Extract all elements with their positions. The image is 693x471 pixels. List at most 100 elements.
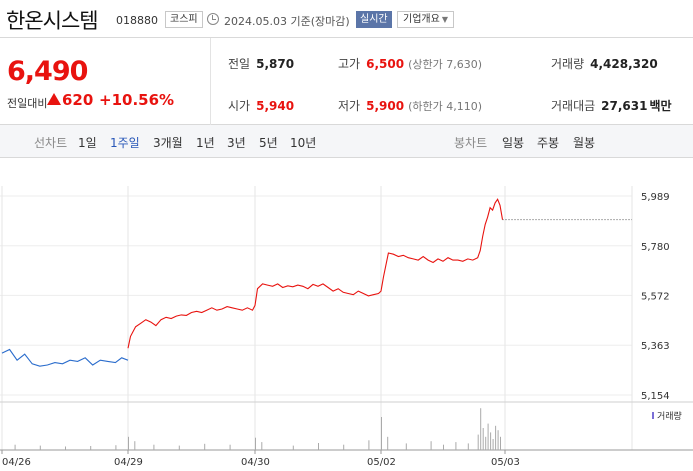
volume-bar bbox=[495, 425, 497, 450]
volume-bar bbox=[405, 443, 407, 450]
volume-bar bbox=[90, 446, 92, 450]
volume-bar bbox=[229, 444, 231, 450]
y-tick-label: 5,780 bbox=[641, 242, 670, 253]
stat-value: 27,631 bbox=[601, 99, 648, 113]
period-3m[interactable]: 3개월 bbox=[153, 136, 183, 150]
y-tick-label: 5,154 bbox=[641, 391, 670, 402]
series-line-up bbox=[127, 198, 504, 349]
stat-low: 저가 5,900 (하한가 4,110) bbox=[338, 97, 482, 114]
candle-chart-label: 봉차트 bbox=[454, 136, 488, 150]
price-summary: 6,490 전일대비 620 +10.56% 전일 5,870 고가 6,500 (상… bbox=[0, 38, 693, 125]
x-tick-label: 05/02 bbox=[367, 457, 396, 468]
volume-bar bbox=[480, 408, 482, 450]
stat-label: 저가 bbox=[338, 99, 361, 113]
volume-bar bbox=[490, 432, 492, 450]
stat-value: 5,870 bbox=[256, 57, 295, 71]
volume-bar bbox=[292, 445, 294, 450]
change-label: 전일대비 bbox=[7, 97, 48, 110]
period-1d[interactable]: 1일 bbox=[78, 136, 97, 150]
period-3y[interactable]: 3년 bbox=[227, 136, 246, 150]
stat-label: 전일 bbox=[228, 57, 251, 71]
upper-limit: (상한가 7,630) bbox=[408, 58, 482, 71]
stat-label: 시가 bbox=[228, 99, 251, 113]
x-tick-label: 04/30 bbox=[241, 457, 270, 468]
date-value: 2024.05.03 bbox=[224, 15, 287, 28]
volume-bar bbox=[497, 430, 499, 450]
stat-label: 거래량 bbox=[551, 57, 585, 71]
period-1y[interactable]: 1년 bbox=[196, 136, 215, 150]
company-overview-label: 기업개요 bbox=[403, 14, 440, 25]
volume-bar bbox=[128, 436, 129, 450]
volume-bar bbox=[134, 441, 136, 450]
stock-code: 018880 bbox=[116, 14, 158, 27]
stat-value: 6,500 bbox=[366, 57, 405, 71]
volume-bar bbox=[178, 445, 180, 450]
stat-label: 거래대금 bbox=[551, 99, 596, 113]
x-tick-label: 04/29 bbox=[114, 457, 143, 468]
volume-bar bbox=[443, 444, 444, 450]
volume-bar bbox=[39, 445, 41, 450]
price-chart[interactable]: 5,154 5,363 5,572 5,780 5,989 04/26 04/29 04/30… bbox=[0, 158, 693, 471]
stat-high: 고가 6,500 (상한가 7,630) bbox=[338, 55, 482, 72]
y-tick-label: 5,572 bbox=[641, 291, 670, 302]
stat-label: 고가 bbox=[338, 57, 361, 71]
lower-limit: (하한가 4,110) bbox=[408, 100, 482, 113]
volume-bar bbox=[455, 442, 457, 450]
stat-open: 시가 5,940 bbox=[228, 97, 294, 114]
volume-bar bbox=[430, 441, 432, 450]
period-1w[interactable]: 1주일 bbox=[110, 136, 140, 150]
candle-monthly[interactable]: 월봉 bbox=[573, 136, 596, 150]
market-badge: 코스피 bbox=[165, 11, 203, 28]
volume-bar bbox=[318, 443, 319, 450]
amount-unit: 백만 bbox=[649, 99, 672, 113]
chevron-down-icon: ▼ bbox=[441, 15, 448, 24]
y-tick-label: 5,363 bbox=[641, 341, 670, 352]
volume-bar bbox=[467, 443, 469, 450]
y-tick-label: 5,989 bbox=[641, 192, 670, 203]
stat-value: 5,900 bbox=[366, 99, 405, 113]
clock-icon bbox=[207, 13, 219, 25]
change-percent: +10.56% bbox=[99, 91, 175, 109]
company-overview-button[interactable]: 기업개요 ▼ bbox=[397, 11, 454, 28]
volume-bar bbox=[204, 443, 206, 450]
chart-svg: 5,154 5,363 5,572 5,780 5,989 04/26 04/29 04/30… bbox=[0, 186, 693, 468]
stock-name: 한온시스템 bbox=[6, 9, 99, 33]
x-tick-label: 04/26 bbox=[2, 457, 31, 468]
volume-bar bbox=[482, 428, 484, 450]
date-suffix: 기준(장마감) bbox=[290, 15, 350, 28]
volume-bar bbox=[485, 436, 487, 450]
volume-bar bbox=[14, 444, 16, 450]
stat-amount: 거래대금 27,631 백만 bbox=[551, 97, 672, 114]
candle-weekly[interactable]: 주봉 bbox=[537, 136, 560, 150]
volume-bar bbox=[343, 444, 345, 450]
volume-bar bbox=[492, 439, 494, 450]
volume-bar bbox=[500, 436, 501, 450]
volume-bar bbox=[153, 444, 155, 450]
stat-value: 5,940 bbox=[256, 99, 295, 113]
current-price: 6,490 bbox=[7, 56, 88, 87]
volume-bar bbox=[387, 436, 389, 450]
series-line-down bbox=[1, 348, 129, 367]
period-10y[interactable]: 10년 bbox=[290, 136, 317, 150]
change-value: 620 bbox=[62, 91, 94, 109]
volume-bar bbox=[368, 440, 370, 450]
volume-bar bbox=[477, 434, 479, 450]
volume-legend-swatch bbox=[652, 412, 654, 419]
x-tick-label: 05/03 bbox=[491, 457, 520, 468]
volume-bar bbox=[65, 446, 66, 450]
period-bar: 선차트 1일 1주일 3개월 1년 3년 5년 10년 봉차트 일봉 주봉 월봉 bbox=[0, 125, 693, 158]
stock-header: 한온시스템 018880 코스피 2024.05.03 기준(장마감) 실시간 … bbox=[0, 0, 693, 38]
volume-bar bbox=[487, 423, 489, 450]
volume-bar bbox=[381, 417, 382, 450]
divider bbox=[210, 38, 211, 125]
volume-bar bbox=[261, 442, 263, 450]
stat-prev-close: 전일 5,870 bbox=[228, 55, 294, 72]
up-triangle-icon bbox=[47, 93, 61, 105]
stat-value: 4,428,320 bbox=[590, 57, 658, 71]
realtime-button[interactable]: 실시간 bbox=[356, 11, 392, 28]
stat-volume: 거래량 4,428,320 bbox=[551, 55, 658, 72]
line-chart-label: 선차트 bbox=[34, 136, 68, 150]
period-5y[interactable]: 5년 bbox=[259, 136, 278, 150]
candle-daily[interactable]: 일봉 bbox=[502, 136, 525, 150]
base-date: 2024.05.03 기준(장마감) bbox=[224, 13, 350, 29]
